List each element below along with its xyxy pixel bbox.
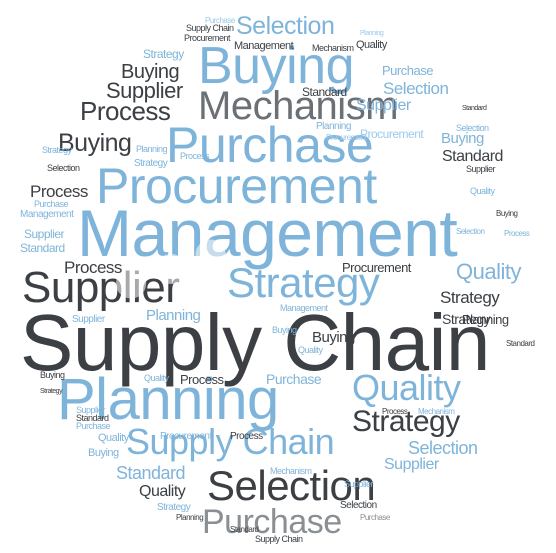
word-supplier-left: Supplier bbox=[106, 78, 183, 103]
word-quality-large: Quality bbox=[352, 367, 461, 408]
word-small: Buying bbox=[496, 209, 518, 218]
word-small: Buying bbox=[40, 370, 65, 380]
word-small: Procurement bbox=[160, 431, 212, 442]
word-purchase-top: Purchase bbox=[382, 63, 433, 78]
word-quality-right: Quality bbox=[456, 259, 521, 284]
word-strategy-mid: Strategy bbox=[442, 311, 491, 327]
word-small: Standard bbox=[20, 241, 65, 255]
word-small: Mechanism bbox=[270, 466, 312, 476]
word-buying-mid: Buying bbox=[312, 329, 355, 346]
word-small: Quality bbox=[298, 345, 323, 355]
word-small: Purchase bbox=[76, 421, 111, 431]
word-small: Supplier bbox=[72, 314, 105, 325]
word-selection-low: Selection bbox=[408, 438, 478, 458]
word-small: Supplier bbox=[24, 227, 65, 241]
word-selection-right: Selection bbox=[383, 79, 449, 98]
word-small: Selection bbox=[340, 500, 377, 511]
word-process-mid: Process bbox=[180, 372, 224, 387]
word-planning-right: Planning bbox=[462, 312, 509, 327]
word-standard-low: Standard bbox=[116, 463, 186, 483]
word-small: Quality bbox=[144, 373, 169, 383]
word-small: Strategy bbox=[42, 145, 72, 155]
word-selection-top: Selection bbox=[236, 12, 335, 40]
word-planning-large: Planning bbox=[57, 367, 279, 432]
word-small: Strategy bbox=[40, 388, 63, 395]
word-purchase-mid: Purchase bbox=[266, 371, 322, 387]
word-small: Selection bbox=[456, 227, 485, 236]
word-process-left2: Process bbox=[30, 182, 88, 201]
word-small: Planning bbox=[360, 30, 384, 37]
word-small: Standard bbox=[230, 525, 259, 534]
word-small: Planning bbox=[316, 121, 351, 132]
word-small: Management bbox=[20, 209, 74, 220]
word-small: Procurement bbox=[326, 133, 367, 142]
word-small: Buying bbox=[88, 447, 119, 459]
word-small: Strategy bbox=[134, 158, 168, 169]
word-small: Procurement bbox=[360, 127, 424, 141]
word-standard-mid: Standard bbox=[302, 85, 347, 99]
word-strategy-large: Strategy bbox=[227, 259, 380, 306]
word-small: Process bbox=[382, 407, 408, 416]
word-procurement-mid: Procurement bbox=[342, 260, 411, 275]
word-purchase-large: Purchase bbox=[166, 117, 374, 173]
word-supplier-large: Supplier bbox=[22, 263, 180, 312]
word-small: Process bbox=[180, 151, 210, 161]
word-planning-mid: Planning bbox=[146, 307, 201, 324]
word-small: Standard bbox=[462, 105, 487, 112]
word-small: Standard bbox=[76, 413, 109, 423]
word-management-top: Management bbox=[234, 40, 294, 52]
word-small: Process bbox=[230, 431, 263, 442]
word-small: Quality bbox=[98, 432, 129, 444]
word-buying-left: Buying bbox=[121, 61, 180, 83]
word-standard-right: Standard bbox=[442, 148, 503, 165]
word-buying-left2: Buying bbox=[58, 129, 132, 157]
word-small: Mechanism bbox=[312, 43, 354, 53]
word-small: Mechanism bbox=[418, 407, 455, 416]
word-process-left: Process bbox=[80, 96, 171, 126]
word-small: Supplier bbox=[466, 164, 496, 174]
word-small: Strategy bbox=[157, 502, 191, 513]
word-supply-chain-large: Supply Chain bbox=[20, 298, 490, 387]
word-small: Planning bbox=[136, 144, 168, 154]
word-mechanism-large: Mechanism bbox=[198, 84, 399, 128]
word-small: Purchase bbox=[360, 513, 390, 522]
word-small: Buying bbox=[272, 325, 297, 335]
word-small: Purchase bbox=[205, 16, 235, 25]
word-small: Standard bbox=[506, 339, 535, 348]
word-supplier-low: Supplier bbox=[384, 456, 439, 473]
word-small: Supply Chain bbox=[255, 534, 303, 544]
word-purchase-2: Purchase bbox=[202, 503, 342, 541]
word-small: Strategy bbox=[143, 47, 184, 61]
word-strategy-2: Strategy bbox=[352, 405, 460, 438]
word-small: Management bbox=[280, 303, 328, 313]
word-small: Supplier bbox=[344, 479, 374, 489]
word-supply-chain-2: Supply Chain bbox=[126, 421, 335, 462]
word-small: Procurement bbox=[184, 33, 231, 43]
word-management-large: Management bbox=[77, 196, 458, 270]
word-quality-top: Quality bbox=[356, 39, 387, 51]
word-small: Purchase bbox=[34, 199, 69, 209]
word-small: Planning bbox=[176, 513, 204, 522]
word-small: Supply Chain bbox=[186, 23, 234, 33]
word-strategy-right: Strategy bbox=[440, 288, 500, 307]
word-selection-large: Selection bbox=[207, 462, 376, 509]
word-small: Process bbox=[504, 229, 530, 238]
word-quality-low: Quality bbox=[139, 483, 186, 500]
word-small: Selection bbox=[47, 163, 80, 173]
word-supplier-right: Supplier bbox=[356, 97, 411, 114]
word-process-left3: Process bbox=[64, 258, 122, 277]
word-buying-large: Buying bbox=[198, 37, 355, 95]
word-small: Selection bbox=[456, 123, 489, 133]
word-small: Quality bbox=[470, 186, 495, 196]
word-small: Supplier bbox=[76, 405, 106, 415]
word-buying-right: Buying bbox=[441, 130, 484, 147]
word-procurement-large: Procurement bbox=[96, 158, 377, 214]
